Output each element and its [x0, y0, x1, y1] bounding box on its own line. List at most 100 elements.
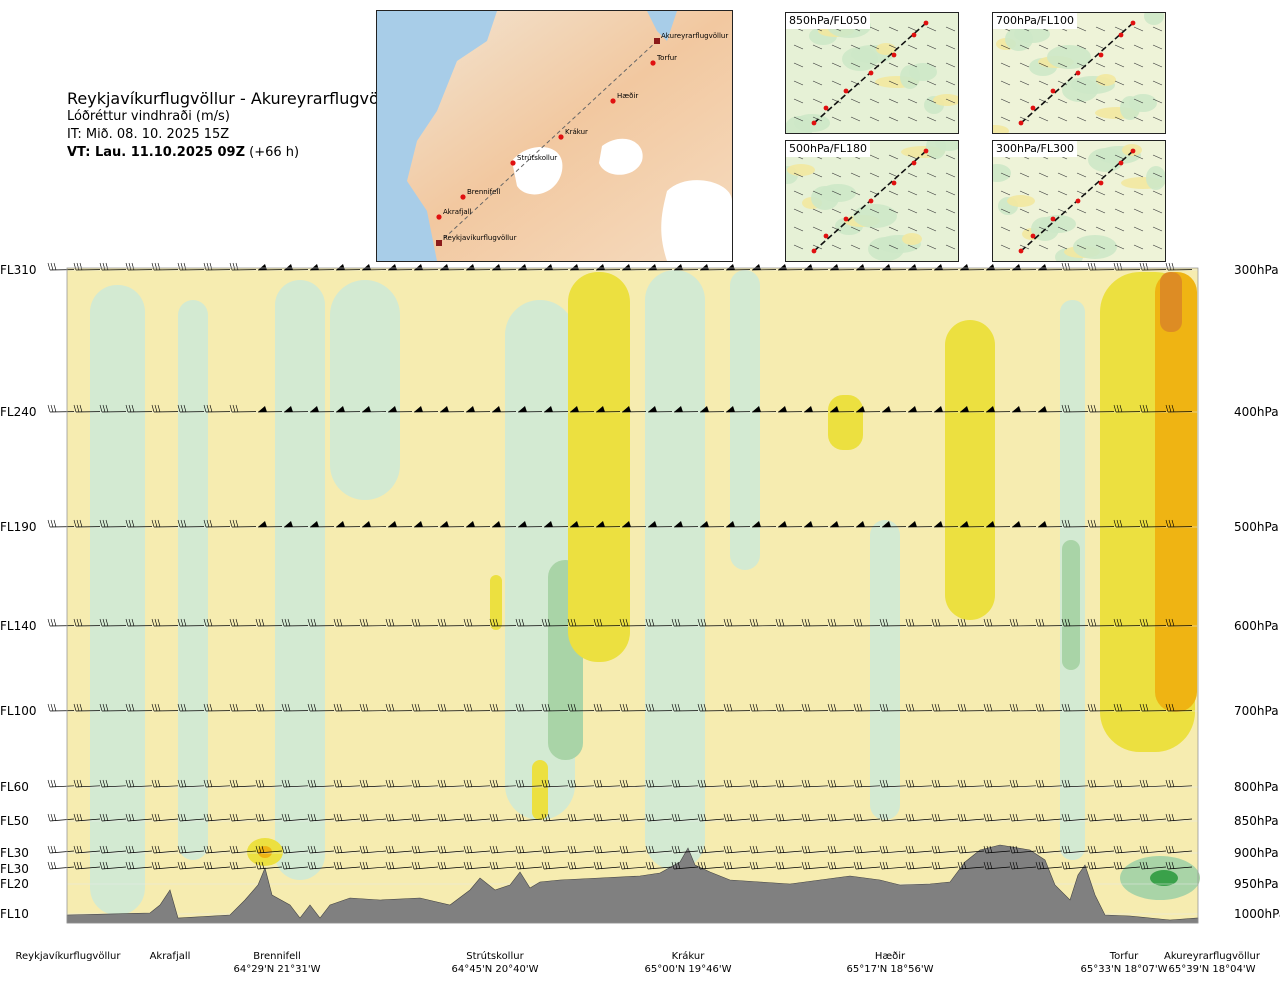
wind-barb [751, 406, 777, 413]
wind-barb [333, 703, 361, 712]
wind-barb [827, 861, 855, 870]
wind-barb [489, 813, 517, 822]
glacier-1 [512, 147, 563, 195]
wind-barb [99, 519, 127, 528]
location-coord: 65°33'N 18°07'W [1080, 964, 1168, 975]
wind-barb [465, 264, 491, 271]
wind-barb [125, 779, 153, 788]
wind-barb [151, 404, 179, 413]
wind-barb [333, 845, 361, 854]
waypoint-label: Reykjavíkurflugvöllur [443, 234, 517, 242]
wind-barb [621, 406, 647, 413]
wind-barb [671, 813, 699, 822]
wind-barb [1011, 521, 1037, 528]
wind-barb [957, 779, 985, 788]
wind-barb [959, 406, 985, 413]
wind-barb [983, 845, 1011, 854]
location-label: Strútskollur 64°45'N 20°40'W [435, 950, 555, 976]
wind-barb [905, 845, 933, 854]
wind-barb [1165, 779, 1193, 788]
wind-barb [567, 845, 595, 854]
wind-barb [829, 406, 855, 413]
wind-barb [229, 845, 257, 854]
wind-barb [1113, 618, 1141, 627]
flight-level-label: FL60 [0, 780, 29, 794]
wind-barb [905, 861, 933, 870]
wind-barb [229, 404, 257, 413]
wind-barb [1165, 861, 1193, 870]
wind-barb [725, 406, 751, 413]
wind-barb [881, 521, 907, 528]
wind-barb [99, 703, 127, 712]
wind-barb [437, 703, 465, 712]
wind-barb [541, 703, 569, 712]
wind-barb [517, 264, 543, 271]
wind-barb [1165, 262, 1193, 271]
band-yellow [490, 575, 502, 630]
wind-barb [1061, 813, 1089, 822]
wind-barb [801, 813, 829, 822]
pressure-level-label: 800hPa [1234, 780, 1279, 794]
pressure-level-label: 300hPa [1234, 263, 1279, 277]
wind-barb [489, 861, 517, 870]
wind-barb [437, 845, 465, 854]
wind-barb [125, 404, 153, 413]
title-block: Reykjavíkurflugvöllur - Akureyrarflugvöl… [67, 90, 404, 162]
band-green [178, 300, 208, 860]
wind-barb [283, 521, 309, 528]
wind-barb [1009, 703, 1037, 712]
wind-barb [309, 264, 335, 271]
wind-barb [47, 262, 75, 271]
waypoint-label: Akrafjall [443, 208, 472, 216]
wind-barb [437, 618, 465, 627]
wind-barb [359, 813, 387, 822]
wind-barb [775, 845, 803, 854]
wind-barb [1139, 618, 1167, 627]
wind-barb [491, 406, 517, 413]
wind-barb [1087, 779, 1115, 788]
wind-barb [203, 779, 231, 788]
wind-barb [1035, 779, 1063, 788]
wind-barb [385, 618, 413, 627]
wind-barb [827, 813, 855, 822]
wind-barb [543, 521, 569, 528]
wind-barb [385, 845, 413, 854]
wind-barb [151, 618, 179, 627]
wind-barb [1061, 618, 1089, 627]
location-coord: 64°29'N 21°31'W [233, 964, 321, 975]
wind-barb [1113, 262, 1141, 271]
wind-barb [749, 779, 777, 788]
wind-barb [1139, 813, 1167, 822]
wind-barb [1087, 618, 1115, 627]
wind-barb [99, 779, 127, 788]
wind-barb [1165, 519, 1193, 528]
inset-label: 300hPa/FL300 [993, 141, 1078, 157]
flight-level-label: FL30 [0, 862, 29, 876]
waypoint-label: Brennifell [467, 188, 500, 196]
band-dark-green [1150, 870, 1178, 886]
wind-barb [671, 861, 699, 870]
wind-barb [177, 703, 205, 712]
wind-barb [1113, 845, 1141, 854]
wind-barb [335, 264, 361, 271]
wind-barb [1087, 845, 1115, 854]
inset-850: 850hPa/FL050 [785, 12, 959, 134]
wind-barb [333, 618, 361, 627]
wind-barb [257, 406, 283, 413]
wind-barb [1037, 406, 1063, 413]
glacier-3 [661, 180, 732, 261]
wind-barb [1165, 845, 1193, 854]
location-coord: 65°00'N 19°46'W [644, 964, 732, 975]
wind-barb [517, 406, 543, 413]
pressure-level-label: 900hPa [1234, 846, 1279, 860]
wind-barb [749, 861, 777, 870]
wind-barb [957, 861, 985, 870]
inset-label: 850hPa/FL050 [786, 13, 871, 29]
wind-barb [933, 406, 959, 413]
wind-barb [463, 861, 491, 870]
wind-barb [1061, 262, 1089, 271]
wind-barb [1139, 861, 1167, 870]
wind-barb [777, 406, 803, 413]
wind-barb [723, 618, 751, 627]
location-name: Brennifell [253, 951, 301, 962]
